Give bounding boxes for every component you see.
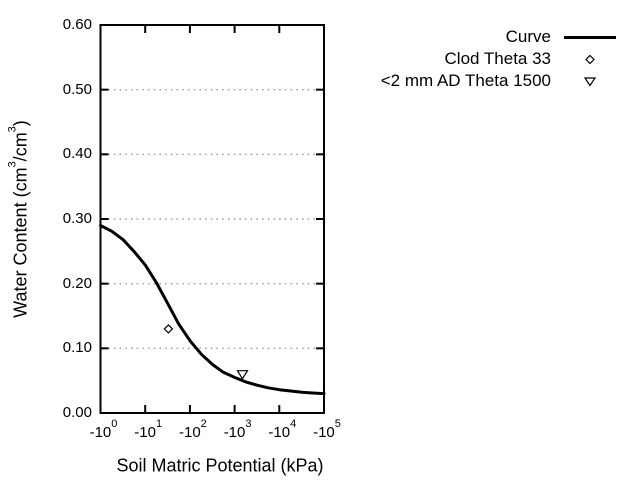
triangle-down-data-marker	[236, 370, 249, 380]
legend: Curve Clod Theta 33 <2 mm AD Theta 1500	[381, 26, 617, 92]
y-tick-label: 0.30	[62, 210, 92, 227]
curve-line-swatch-icon	[563, 31, 617, 44]
legend-label-curve: Curve	[505, 27, 551, 46]
x-tick-label: -101	[134, 418, 163, 442]
y-axis-title-text: Water Content (cm	[10, 167, 31, 318]
diamond-data-marker	[163, 324, 174, 334]
legend-label-ad-theta-1500: <2 mm AD Theta 1500	[380, 71, 551, 90]
x-axis-title: Soil Matric Potential (kPa)	[116, 455, 324, 476]
x-tick-label: -103	[223, 418, 252, 442]
x-tick-label: -102	[178, 418, 207, 442]
y-axis-title-text: /cm	[10, 132, 31, 162]
y-tick-label: 0.10	[62, 339, 92, 357]
triangle-down-marker-icon	[563, 75, 617, 88]
y-axis-title: Water Content (cm3/cm3)	[7, 120, 32, 318]
y-tick-label: 0.40	[62, 145, 92, 163]
legend-item-ad-theta-1500: <2 mm AD Theta 1500	[381, 70, 617, 92]
y-tick-label: 0.50	[62, 80, 92, 98]
y-axis-title-sup: 3	[6, 161, 19, 168]
y-tick-label: 0.00	[62, 404, 92, 421]
legend-item-curve: Curve	[381, 26, 617, 48]
plot-frame	[99, 24, 325, 414]
x-tick-label: -105	[313, 418, 341, 442]
diamond-marker-icon	[563, 53, 617, 66]
x-tick-label: -100	[89, 418, 118, 442]
x-tick-label: -104	[268, 418, 297, 442]
retention-curve-line	[99, 224, 326, 396]
legend-label-clod-theta-33: Clod Theta 33	[444, 49, 551, 68]
y-axis-title-sup: 3	[6, 126, 19, 133]
legend-item-clod-theta-33: Clod Theta 33	[381, 48, 617, 70]
y-tick-label: 0.20	[62, 274, 92, 292]
y-tick-label: 0.60	[62, 16, 92, 33]
